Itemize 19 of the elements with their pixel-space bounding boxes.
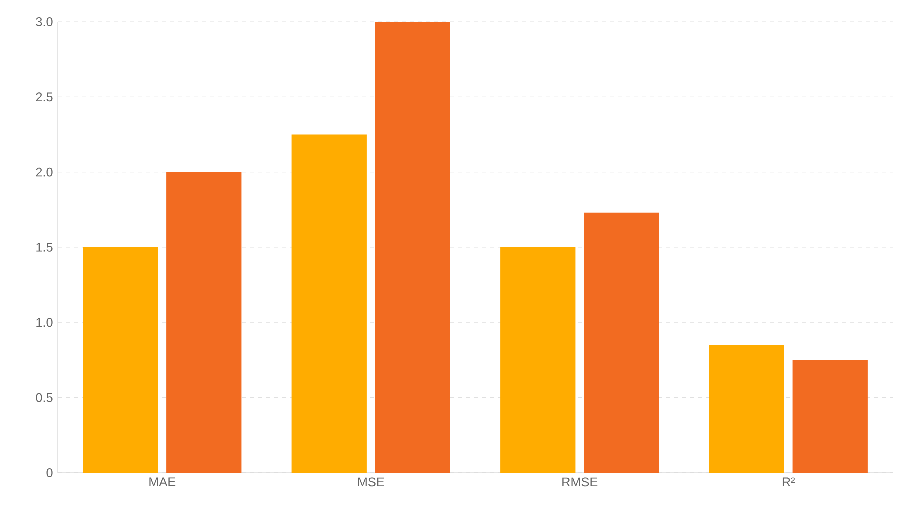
bar — [792, 360, 868, 473]
x-tick-label: MAE — [150, 478, 176, 486]
y-tick-label: 2.0 — [36, 168, 53, 177]
bar — [292, 134, 367, 473]
bar — [375, 22, 450, 473]
bar — [83, 247, 158, 473]
y-tick-label: 1.0 — [36, 318, 53, 328]
y-tick-label: 2.5 — [36, 92, 53, 102]
x-tick-label: MSE — [358, 478, 384, 487]
bar — [500, 247, 576, 473]
bar — [584, 212, 660, 473]
x-tick-label: RMSE — [562, 478, 598, 487]
y-tick-label: 0.5 — [36, 393, 53, 402]
y-tick-label: 1.5 — [36, 243, 53, 252]
y-tick-label: 0 — [46, 468, 53, 478]
bar — [166, 172, 242, 473]
y-tick-label: 3.0 — [36, 18, 53, 26]
x-tick-label: R² — [782, 478, 796, 486]
bar — [709, 345, 784, 473]
